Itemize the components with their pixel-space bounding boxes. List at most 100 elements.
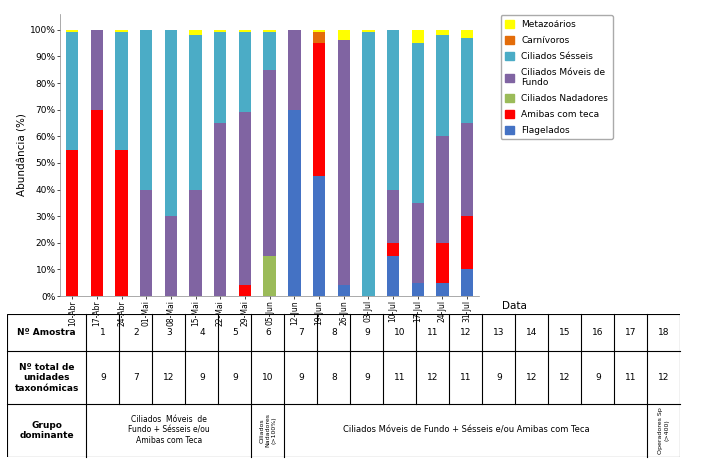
Text: 5: 5: [232, 328, 238, 337]
Text: 12: 12: [526, 373, 537, 382]
Text: 9: 9: [364, 328, 370, 337]
Bar: [66, 33, 78, 150]
Bar: [338, 285, 350, 296]
Text: 7: 7: [133, 373, 139, 382]
Bar: [436, 283, 448, 296]
Bar: [436, 243, 448, 283]
Text: 2: 2: [133, 328, 139, 337]
Bar: [412, 30, 424, 43]
Text: 8: 8: [331, 328, 337, 337]
Bar: [288, 110, 300, 296]
Text: 10: 10: [262, 373, 274, 382]
Text: 11: 11: [427, 328, 439, 337]
Bar: [412, 283, 424, 296]
Bar: [362, 33, 374, 296]
Bar: [165, 30, 177, 216]
Text: Ciliados Móveis de Fundo + Sésseis e/ou Amibas com Teca: Ciliados Móveis de Fundo + Sésseis e/ou …: [343, 426, 589, 435]
Bar: [313, 43, 325, 176]
Text: 9: 9: [232, 373, 238, 382]
Text: 9: 9: [364, 373, 370, 382]
Text: 7: 7: [298, 328, 304, 337]
Text: Data: Data: [502, 301, 527, 311]
Bar: [288, 30, 300, 110]
Text: 13: 13: [493, 328, 505, 337]
Bar: [387, 243, 399, 256]
Bar: [116, 30, 128, 33]
Bar: [190, 30, 202, 35]
Bar: [461, 38, 473, 123]
Bar: [190, 35, 202, 190]
Bar: [436, 30, 448, 35]
Bar: [313, 176, 325, 296]
Text: 12: 12: [460, 328, 472, 337]
Text: 8: 8: [331, 373, 337, 382]
Bar: [338, 40, 350, 285]
Text: 12: 12: [427, 373, 439, 382]
Bar: [140, 190, 152, 296]
Bar: [412, 203, 424, 283]
Text: 12: 12: [658, 373, 670, 382]
Text: Grupo
dominante: Grupo dominante: [20, 421, 74, 440]
Bar: [140, 30, 152, 190]
Text: 11: 11: [460, 373, 472, 382]
Bar: [313, 30, 325, 33]
Bar: [338, 30, 350, 40]
Bar: [387, 30, 399, 190]
Bar: [165, 216, 177, 296]
Text: 18: 18: [658, 328, 670, 337]
Bar: [264, 70, 276, 256]
Text: Ciliados  Móveis  de
Fundo + Sésseis e/ou
Amibas com Teca: Ciliados Móveis de Fundo + Sésseis e/ou …: [128, 415, 210, 445]
Text: 11: 11: [394, 373, 405, 382]
Bar: [264, 33, 276, 70]
Text: 9: 9: [496, 373, 502, 382]
Text: 12: 12: [559, 373, 570, 382]
Bar: [239, 33, 251, 112]
Text: Nº Amostra: Nº Amostra: [18, 328, 76, 337]
Bar: [412, 43, 424, 203]
Text: 9: 9: [595, 373, 601, 382]
Text: 10: 10: [394, 328, 405, 337]
Bar: [116, 150, 128, 296]
Bar: [461, 30, 473, 38]
Text: 11: 11: [625, 373, 637, 382]
Bar: [461, 123, 473, 216]
Text: 9: 9: [199, 373, 205, 382]
Bar: [214, 123, 226, 296]
Bar: [214, 33, 226, 123]
Y-axis label: Abundância (%): Abundância (%): [17, 113, 27, 196]
Bar: [264, 30, 276, 33]
Text: 16: 16: [592, 328, 603, 337]
Bar: [387, 256, 399, 296]
Text: 17: 17: [625, 328, 637, 337]
Text: 12: 12: [164, 373, 175, 382]
Bar: [461, 269, 473, 296]
Legend: Metazoários, Carnívoros, Ciliados Sésseis, Ciliados Móveis de
Fundo, Ciliados Na: Metazoários, Carnívoros, Ciliados Séssei…: [501, 16, 613, 139]
Bar: [387, 190, 399, 243]
Text: 15: 15: [559, 328, 570, 337]
Bar: [461, 216, 473, 269]
Bar: [190, 190, 202, 296]
Text: 14: 14: [526, 328, 537, 337]
Bar: [313, 33, 325, 43]
Bar: [214, 30, 226, 33]
Bar: [362, 30, 374, 33]
Bar: [264, 256, 276, 296]
Bar: [66, 30, 78, 33]
Text: 1: 1: [100, 328, 106, 337]
Text: 6: 6: [265, 328, 271, 337]
Bar: [91, 30, 103, 110]
Text: 9: 9: [100, 373, 106, 382]
Bar: [91, 110, 103, 296]
Text: 4: 4: [199, 328, 204, 337]
Bar: [116, 33, 128, 150]
Bar: [239, 30, 251, 33]
Bar: [66, 150, 78, 296]
Text: Ciliados
Nadadores
(>100%): Ciliados Nadadores (>100%): [259, 414, 276, 448]
Text: 9: 9: [298, 373, 304, 382]
Text: 3: 3: [166, 328, 172, 337]
Bar: [436, 35, 448, 136]
Bar: [436, 136, 448, 243]
Bar: [239, 285, 251, 296]
Text: Nº total de
unidades
taxonómicas: Nº total de unidades taxonómicas: [15, 363, 79, 392]
Bar: [239, 112, 251, 285]
